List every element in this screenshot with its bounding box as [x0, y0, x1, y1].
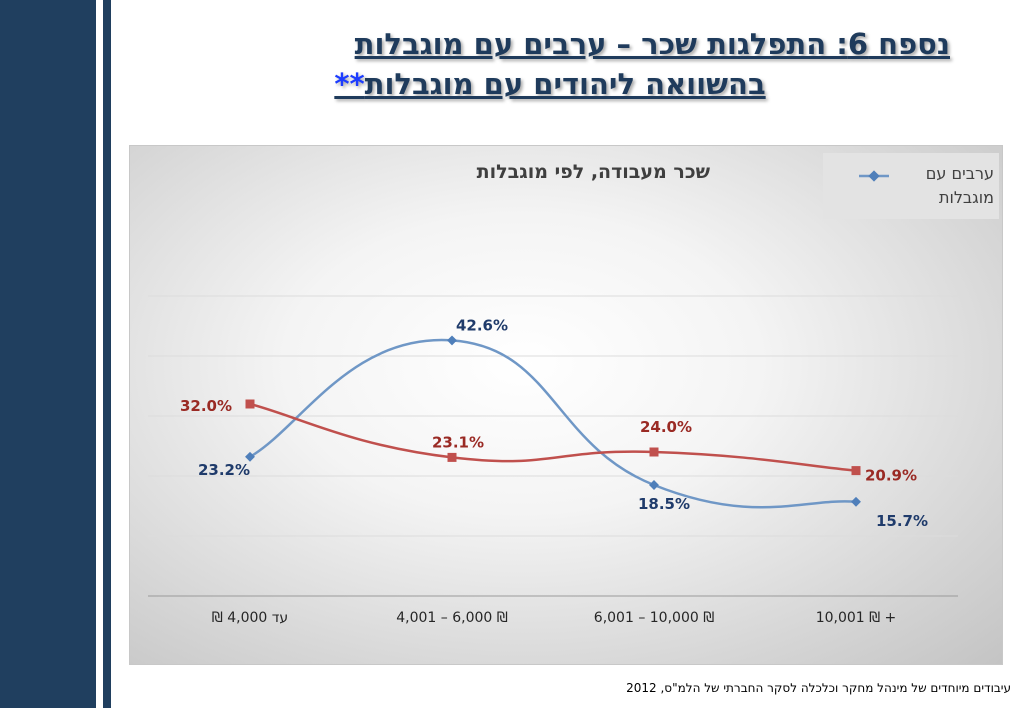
sidebar-stripe — [103, 0, 111, 708]
slide-title-line1: נספח 6: התפלגות שכר – ערבים עם מוגבלות — [354, 27, 950, 61]
slide-title-line2: בהשוואה ליהודים עם מוגבלות — [364, 67, 766, 101]
data-label: 24.0% — [640, 418, 692, 436]
x-tick-label: 10,001 ₪ + — [816, 610, 897, 626]
legend-series-line-icon — [859, 170, 889, 182]
series-line — [249, 338, 857, 509]
x-tick-label: 4,001 – 6,000 ₪ — [396, 610, 508, 626]
sidebar-bar — [0, 0, 96, 708]
data-label: 42.6% — [456, 316, 508, 334]
data-point-marker — [851, 496, 861, 507]
data-label: 18.5% — [638, 495, 690, 513]
data-label: 32.0% — [180, 397, 232, 415]
data-label: 23.1% — [432, 433, 484, 451]
slide-title-line2-wrap: בהשוואה ליהודים עם מוגבלות** — [150, 64, 950, 104]
source-footnote: עיבודים מיוחדים של מינהל מחקר וכלכלה לסק… — [626, 681, 1011, 695]
chart-legend: ערבים עם מוגבלות — [823, 153, 999, 219]
chart-title: שכר מעבודה, לפי מוגבלות — [476, 161, 710, 183]
data-point-marker — [851, 466, 861, 476]
chart-plot: עד 4,000 ₪ 4,001 – 6,000 ₪ 6,001 – 10,000 … — [148, 295, 958, 626]
series-line — [249, 402, 857, 472]
data-point-marker — [245, 451, 255, 462]
data-point-marker — [447, 452, 457, 462]
slide-title: נספח 6: התפלגות שכר – ערבים עם מוגבלות ב… — [150, 24, 950, 104]
data-label: 23.2% — [198, 461, 250, 479]
data-point-marker — [649, 447, 659, 457]
data-point-marker — [245, 399, 255, 409]
data-point-marker — [447, 335, 457, 346]
slide-title-stars: ** — [334, 67, 365, 101]
legend-series-label: ערבים עם מוגבלות — [925, 164, 994, 207]
data-point-marker — [649, 480, 659, 490]
chart-area: עד 4,000 ₪ 4,001 – 6,000 ₪ 6,001 – 10,000 … — [129, 145, 1003, 665]
x-tick-label: עד 4,000 ₪ — [212, 610, 288, 626]
data-label: 15.7% — [876, 512, 928, 530]
data-label: 20.9% — [865, 467, 917, 485]
x-tick-label: 6,001 – 10,000 ₪ — [594, 610, 714, 626]
